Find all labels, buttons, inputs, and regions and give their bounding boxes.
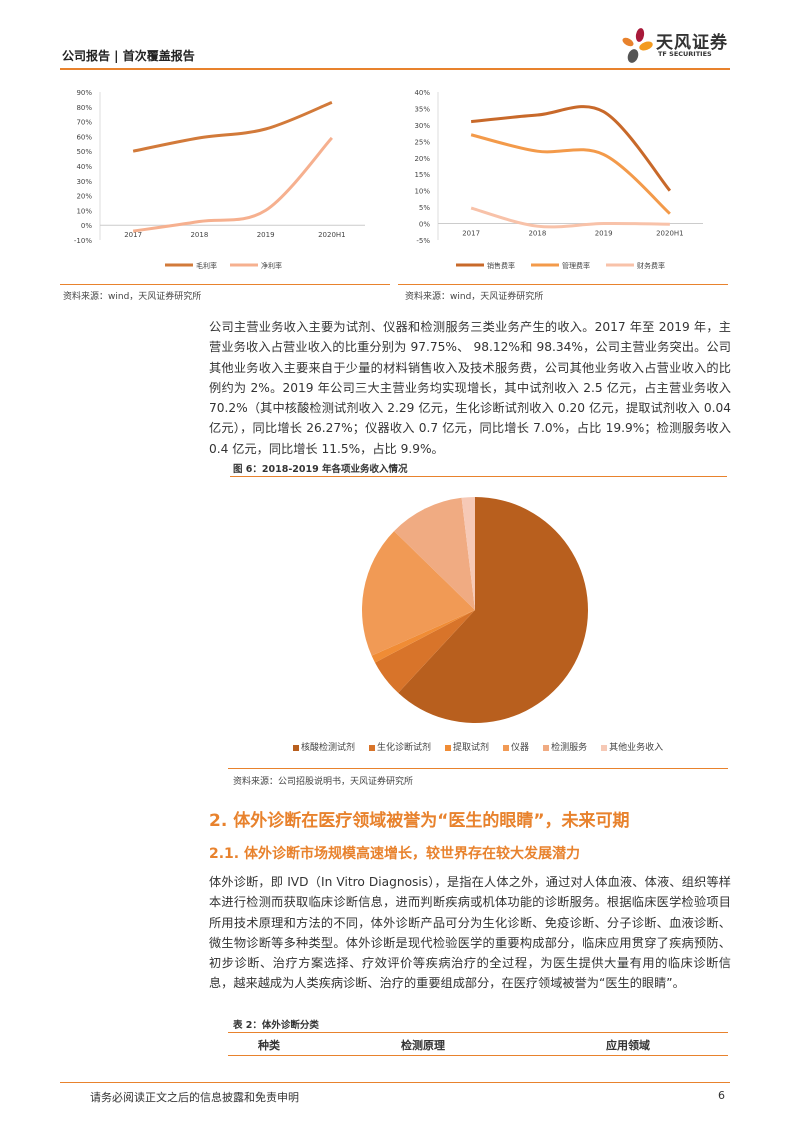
legend-item: 提取试剂	[445, 740, 489, 753]
legend-label: 财务费率	[637, 261, 665, 270]
legend-label: 生化诊断试剂	[377, 743, 432, 753]
series-line-2	[132, 136, 333, 233]
y-tick-label: 70%	[76, 119, 92, 127]
body-paragraph: 公司主营业务收入主要为试剂、仪器和检测服务三类业务产生的收入。2017 年至 2…	[209, 320, 731, 456]
pie-legend: 核酸检测试剂 生化诊断试剂 提取试剂 仪器 检测服务 其他业务收入	[293, 740, 663, 753]
revenue-pie-chart	[362, 497, 588, 723]
y-tick-label: 10%	[414, 188, 430, 196]
y-tick-label: 35%	[414, 105, 430, 113]
legend-swatch	[503, 744, 510, 751]
pie-slice-生化诊断试剂	[374, 610, 475, 693]
legend-swatch	[293, 744, 299, 751]
x-tick-label: 2019	[257, 231, 275, 239]
legend-label: 净利率	[261, 261, 282, 270]
header-divider	[60, 68, 730, 70]
y-tick-label: -5%	[416, 237, 430, 245]
legend-item: 生化诊断试剂	[369, 740, 431, 753]
legend-swatch	[369, 744, 376, 751]
series-line-2	[470, 133, 671, 215]
table-header-type: 种类	[258, 1039, 280, 1052]
source-note: 资料来源：wind，天风证券研究所	[405, 292, 544, 302]
source-divider	[60, 284, 390, 285]
x-tick-label: 2018	[190, 231, 208, 239]
legend-label: 仪器	[511, 743, 530, 753]
pie-slice-仪器	[362, 531, 475, 656]
legend-label: 管理费率	[562, 261, 590, 270]
figure-caption: 图 6：2018-2019 年各项业务收入情况	[233, 464, 408, 475]
source-divider	[398, 284, 728, 285]
page-number: 6	[718, 1089, 725, 1102]
table-top-border	[228, 1032, 728, 1033]
x-tick-label: 2017	[124, 231, 142, 239]
y-tick-label: 0%	[81, 222, 92, 230]
table-header-application: 应用领域	[606, 1039, 650, 1052]
y-tick-label: 40%	[76, 163, 92, 171]
y-tick-label: 80%	[76, 104, 92, 112]
expense-line-chart: -5% 0% 5% 10% 15% 20% 25% 30% 35% 40% 2017 2018 2019…	[414, 89, 703, 270]
y-tick-label: 0%	[419, 221, 430, 229]
logo-text: 天风证券	[656, 33, 728, 53]
y-tick-label: 15%	[414, 171, 430, 179]
series-line-3	[470, 206, 670, 229]
x-tick-label: 2018	[528, 230, 546, 238]
y-tick-label: 30%	[414, 122, 430, 130]
source-note: 资料来源：公司招股说明书，天风证券研究所	[233, 777, 414, 787]
table-caption: 表 2：体外诊断分类	[233, 1020, 319, 1031]
table-header-border	[228, 1055, 728, 1056]
pie-slice-提取试剂	[371, 610, 475, 663]
y-tick-label: 10%	[76, 207, 92, 215]
y-tick-label: 50%	[76, 148, 92, 156]
legend-label: 其他业务收入	[609, 743, 664, 753]
x-tick-label: 2017	[462, 230, 480, 238]
table-header-principle: 检测原理	[401, 1039, 445, 1052]
report-type-header: 公司报告 | 首次覆盖报告	[62, 49, 195, 63]
caption-divider	[230, 476, 727, 477]
company-logo: 天风证券 TF SECURITIES	[618, 26, 738, 66]
legend-item: 检测服务	[543, 740, 587, 753]
section-heading: 2. 体外诊断在医疗领域被誉为“医生的眼睛”，未来可期	[209, 811, 630, 831]
legend-label: 核酸检测试剂	[301, 743, 356, 753]
legend-label: 毛利率	[196, 261, 217, 270]
legend-item: 仪器	[503, 740, 529, 753]
pie-slice-检测服务	[394, 497, 475, 610]
logo-subtext: TF SECURITIES	[658, 50, 712, 58]
legend-label: 销售费率	[487, 261, 515, 270]
y-tick-label: 30%	[76, 178, 92, 186]
legend-item: 其他业务收入	[601, 740, 663, 753]
x-tick-label: 2020H1	[656, 230, 684, 238]
y-tick-label: 5%	[419, 204, 430, 212]
y-tick-label: 20%	[414, 155, 430, 163]
y-tick-label: 90%	[76, 89, 92, 97]
y-tick-label: 40%	[414, 89, 430, 97]
subsection-heading: 2.1. 体外诊断市场规模高速增长，较世界存在较大发展潜力	[209, 846, 580, 862]
series-line-1	[132, 100, 333, 153]
legend-item: 核酸检测试剂	[293, 740, 355, 753]
y-tick-label: 25%	[414, 138, 430, 146]
pie-slice-其他业务收入	[461, 497, 475, 610]
logo-flower-icon	[622, 28, 653, 63]
x-tick-label: 2020H1	[318, 231, 346, 239]
margin-line-chart: -10% 0% 10% 20% 30% 40% 50% 60% 70% 80% 90% 2017 201…	[74, 89, 365, 270]
y-tick-label: 60%	[76, 133, 92, 141]
footer-disclaimer: 请务必阅读正文之后的信息披露和免责申明	[90, 1091, 299, 1104]
x-tick-label: 2019	[595, 230, 613, 238]
pie-slice-核酸检测试剂	[398, 497, 588, 723]
y-tick-label: -10%	[74, 237, 92, 245]
legend-label: 检测服务	[551, 743, 588, 753]
source-note: 资料来源：wind，天风证券研究所	[63, 292, 202, 302]
legend-swatch	[601, 744, 608, 751]
legend-label: 提取试剂	[453, 743, 490, 753]
body-paragraph: 体外诊断，即 IVD（In Vitro Diagnosis），是指在人体之外，通…	[209, 875, 731, 991]
series-line-1	[470, 105, 672, 192]
y-tick-label: 20%	[76, 193, 92, 201]
source-divider	[228, 768, 728, 769]
legend-swatch	[543, 744, 550, 751]
legend-swatch	[445, 744, 452, 751]
footer-divider	[60, 1082, 730, 1083]
